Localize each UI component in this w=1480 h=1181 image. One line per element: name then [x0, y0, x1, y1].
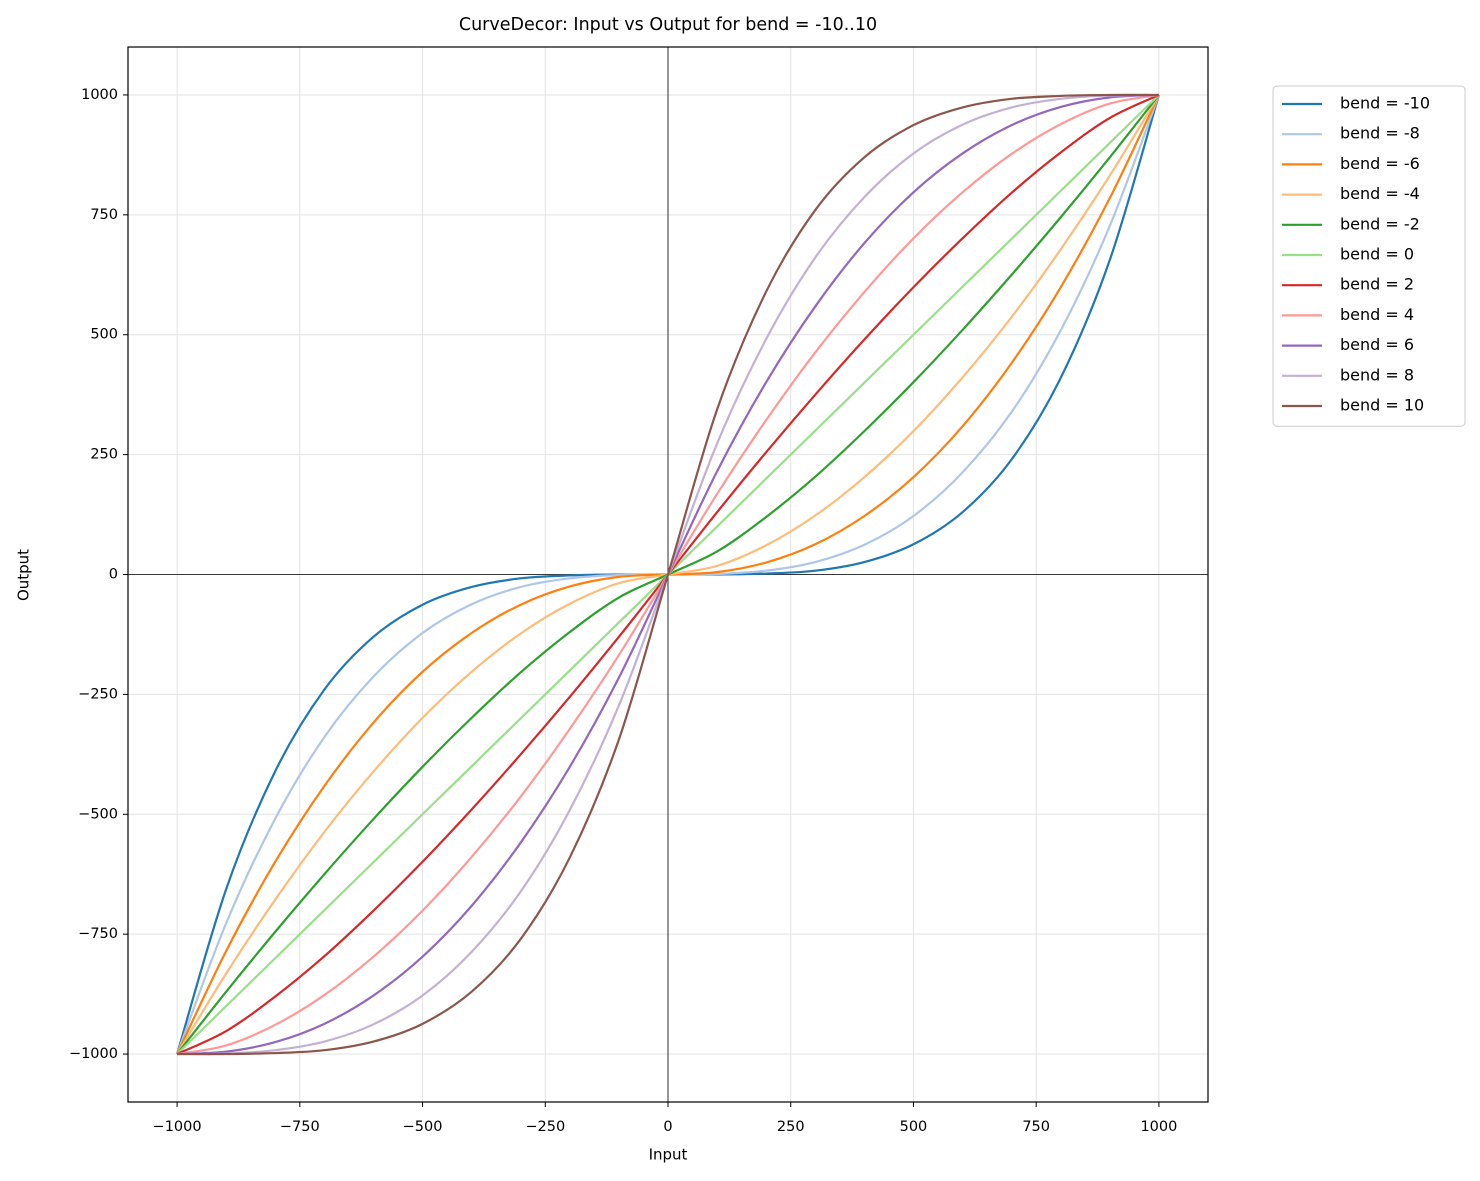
x-tick-label: −500	[403, 1119, 443, 1135]
legend-box	[1272, 85, 1466, 427]
x-tick-label: −250	[525, 1119, 565, 1135]
y-tick-label: 1000	[81, 87, 118, 103]
legend-label: bend = 4	[1340, 305, 1414, 324]
legend-label: bend = 10	[1340, 396, 1424, 415]
x-tick-label: 1000	[1140, 1119, 1177, 1135]
y-tick-label: 0	[109, 567, 118, 583]
chart-title: CurveDecor: Input vs Output for bend = -…	[459, 15, 877, 35]
legend-label: bend = 6	[1340, 335, 1414, 354]
plot-frame	[127, 46, 1209, 1103]
x-tick-label: 250	[777, 1119, 805, 1135]
legend-label: bend = 2	[1340, 275, 1414, 294]
line-series	[177, 93, 1159, 1056]
x-tick-label: 500	[900, 1119, 928, 1135]
legend-label: bend = 8	[1340, 365, 1414, 384]
x-tick-label: 750	[1022, 1119, 1050, 1135]
y-tick-label: 500	[90, 327, 118, 343]
y-tick-label: −500	[78, 806, 118, 822]
y-axis-label: Output	[15, 549, 33, 601]
x-tick-label: −1000	[153, 1119, 202, 1135]
y-tick-label: −1000	[69, 1046, 118, 1062]
y-tick-label: −750	[78, 926, 118, 942]
legend-label: bend = -2	[1340, 214, 1420, 233]
x-axis-label: Input	[649, 1146, 688, 1164]
legend-label: bend = -6	[1340, 154, 1420, 173]
y-tick-label: 250	[90, 447, 118, 463]
legend-label: bend = -8	[1340, 124, 1420, 143]
legend-label: bend = 0	[1340, 245, 1414, 264]
legend-label: bend = -4	[1340, 184, 1420, 203]
y-tick-label: −250	[78, 686, 118, 702]
legend-label: bend = -10	[1340, 94, 1430, 113]
x-tick-label: −750	[280, 1119, 320, 1135]
y-tick-label: 750	[90, 207, 118, 223]
x-tick-label: 0	[663, 1119, 672, 1135]
